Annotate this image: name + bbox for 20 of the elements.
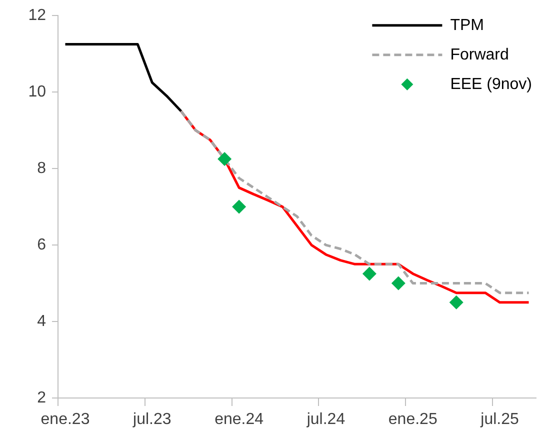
y-tick-label: 8: [37, 160, 46, 177]
point: [218, 152, 232, 166]
y-tick-label: 4: [37, 312, 46, 330]
point: [449, 295, 464, 310]
legend-label: EEE (9nov): [450, 76, 532, 93]
x-tick-label: ene.24: [214, 411, 264, 428]
point: [391, 276, 406, 290]
x-tick-label: jul.23: [132, 411, 172, 428]
x-tick-label: jul.24: [306, 411, 346, 428]
x-tick-label: ene.25: [388, 411, 438, 428]
y-tick-label: 6: [37, 236, 46, 254]
legend-label: Forward: [450, 46, 509, 64]
y-tick-label: 12: [28, 7, 46, 24]
legend-label: TPM: [450, 16, 484, 34]
x-tick-label: ene.23: [40, 411, 90, 428]
y-tick-label: 2: [37, 389, 46, 406]
point: [232, 200, 246, 214]
y-tick-label: 10: [28, 83, 46, 100]
point: [362, 266, 376, 281]
x-tick-label: jul.25: [480, 411, 520, 428]
